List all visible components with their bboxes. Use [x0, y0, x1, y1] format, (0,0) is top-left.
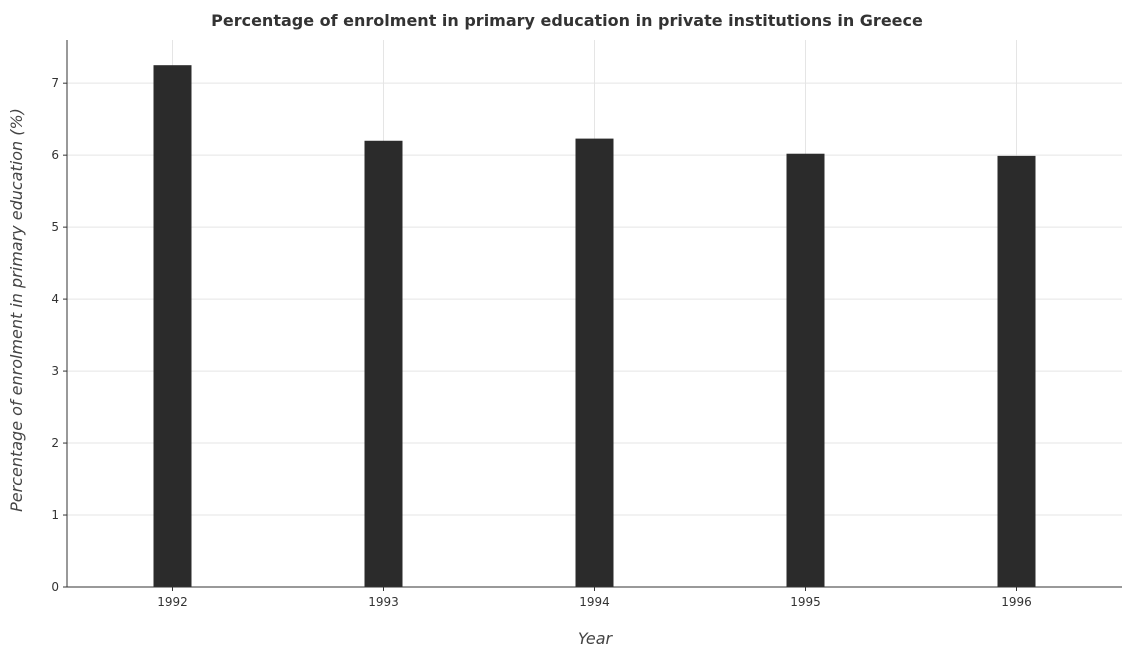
y-tick-label: 7	[51, 76, 59, 90]
x-tick-label: 1994	[579, 595, 610, 609]
y-tick-label: 6	[51, 148, 59, 162]
y-tick-label: 3	[51, 364, 59, 378]
y-tick-label: 5	[51, 220, 59, 234]
y-axis-label: Percentage of enrolment in primary educa…	[7, 108, 26, 512]
bar-1995	[786, 153, 825, 587]
tick-labels: 0 1 2 3 4 5 6 7 1992 1993 1994 1995 1996	[51, 76, 1031, 609]
bar-1996	[997, 155, 1036, 587]
y-tick-label: 1	[51, 508, 59, 522]
y-tick-label: 4	[51, 292, 59, 306]
x-tick-label: 1993	[368, 595, 399, 609]
x-tick-label: 1992	[157, 595, 188, 609]
x-tick-label: 1996	[1001, 595, 1032, 609]
y-tick-label: 2	[51, 436, 59, 450]
bar-1993	[364, 140, 403, 587]
bar-1992	[153, 65, 192, 587]
x-tick-label: 1995	[790, 595, 821, 609]
x-axis-label: Year	[578, 629, 614, 648]
bars	[153, 65, 1036, 587]
chart-title: Percentage of enrolment in primary educa…	[211, 11, 923, 30]
bar-1994	[575, 138, 614, 587]
y-tick-label: 0	[51, 580, 59, 594]
